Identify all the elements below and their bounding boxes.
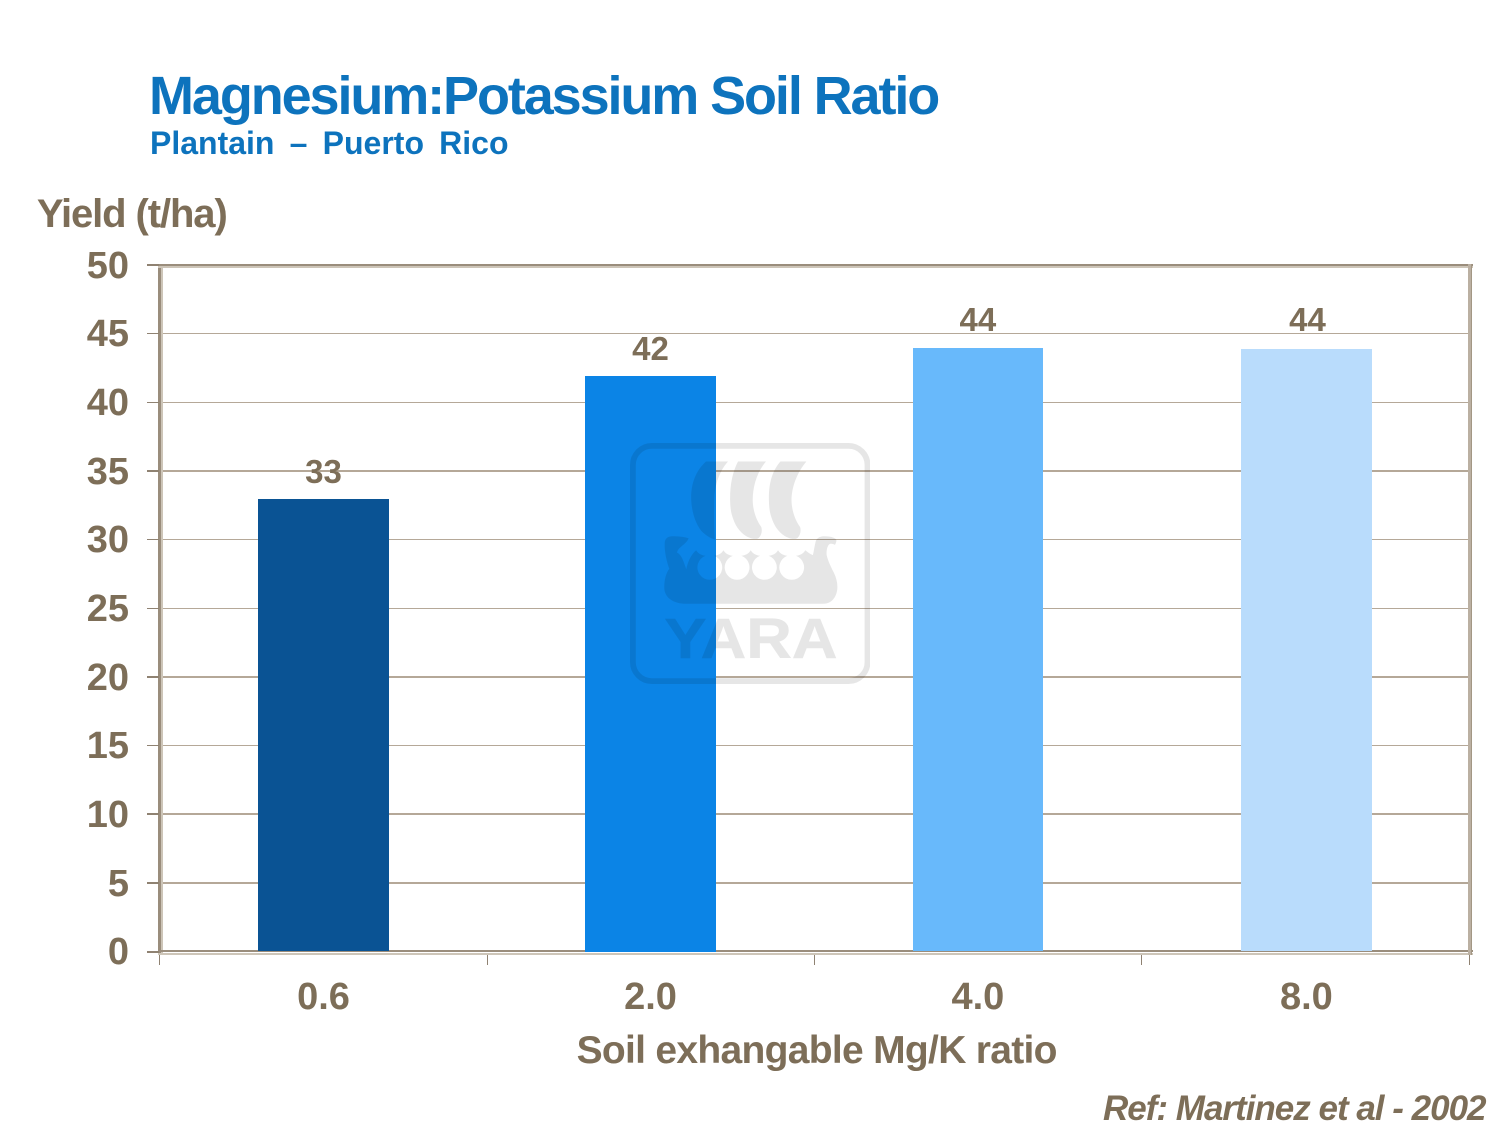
svg-text:YARA: YARA [664, 607, 837, 671]
